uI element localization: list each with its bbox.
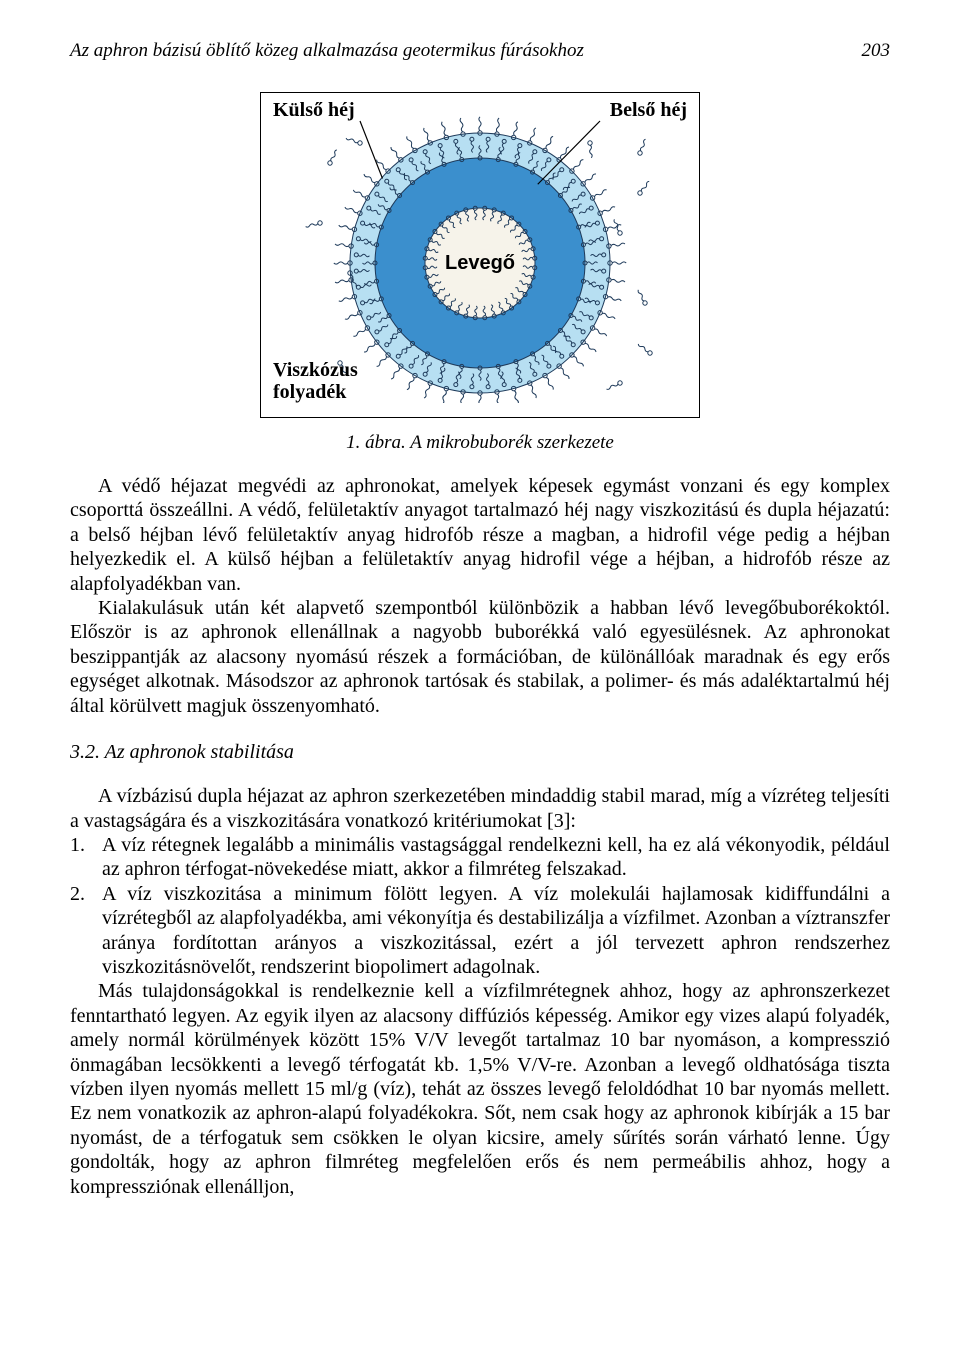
page-container: Az aphron bázisú öblítő közeg alkalmazás… xyxy=(0,0,960,1239)
header-page-number: 203 xyxy=(862,40,891,62)
list-item-1-text: A víz rétegnek legalább a minimális vast… xyxy=(102,833,890,882)
subsection-heading-3-2: 3.2. Az aphronok stabilitása xyxy=(70,740,890,764)
body-text: A védő héjazat megvédi az aphronokat, am… xyxy=(70,474,890,1199)
figure-label-fluid-text: Viszkózusfolyadék xyxy=(273,359,358,403)
figure-label-inner-shell: Belső héj xyxy=(610,99,687,122)
figure-label-fluid: Viszkózusfolyadék xyxy=(273,359,358,403)
header-title: Az aphron bázisú öblítő közeg alkalmazás… xyxy=(70,40,584,62)
list-item-2: 2. A víz viszkozitása a minimum fölött l… xyxy=(70,882,890,980)
list-item-2-text: A víz viszkozitása a minimum fölött legy… xyxy=(102,882,890,980)
figure-1-box: Külső héj Belső héj Viszkózusfolyadék Le… xyxy=(260,92,700,418)
list-item-2-number: 2. xyxy=(70,882,102,980)
paragraph-2: Kialakulásuk után két alapvető szempontb… xyxy=(70,596,890,718)
stability-intro: A vízbázisú dupla héjazat az aphron szer… xyxy=(70,784,890,833)
figure-1-caption: 1. ábra. A mikrobuborék szerkezete xyxy=(70,432,890,454)
figure-label-outer-shell: Külső héj xyxy=(273,99,355,122)
aphron-diagram: Levegő xyxy=(290,103,670,403)
stability-after-paragraph: Más tulajdonságokkal is rendelkeznie kel… xyxy=(70,979,890,1199)
list-item-1: 1. A víz rétegnek legalább a minimális v… xyxy=(70,833,890,882)
paragraph-1: A védő héjazat megvédi az aphronokat, am… xyxy=(70,474,890,596)
list-item-1-number: 1. xyxy=(70,833,102,882)
svg-text:Levegő: Levegő xyxy=(445,252,515,274)
running-header: Az aphron bázisú öblítő közeg alkalmazás… xyxy=(70,40,890,62)
